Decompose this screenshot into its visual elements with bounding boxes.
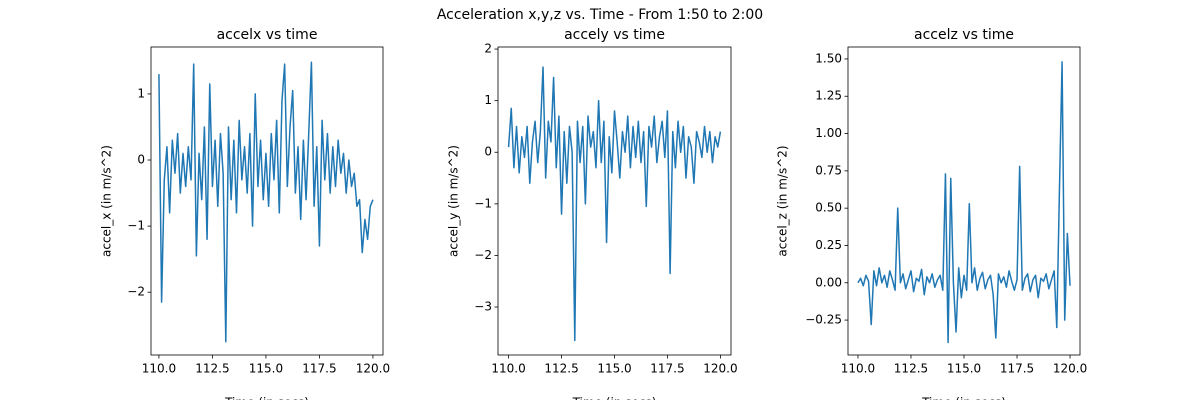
- x-tick-label: 110.0: [142, 362, 176, 376]
- data-line: [158, 61, 374, 343]
- y-tick-label: −1: [474, 196, 492, 210]
- x-tick-label: 110.0: [491, 362, 525, 376]
- axes-title: accelx vs time: [217, 27, 318, 43]
- x-tick-label: 112.5: [544, 362, 578, 376]
- y-tick-label: 0: [137, 153, 145, 167]
- axes-title: accelz vs time: [914, 27, 1014, 43]
- y-axis-label: accel_y (in m/s^2): [447, 145, 461, 257]
- x-tick-label: 120.0: [1053, 362, 1087, 376]
- y-tick-label: 0: [484, 145, 492, 159]
- x-tick-label: 120.0: [703, 362, 737, 376]
- x-axis-label: Time (in secs): [224, 396, 309, 400]
- figure-title: Acceleration x,y,z vs. Time - From 1:50 …: [437, 7, 763, 23]
- y-axis-label: accel_x (in m/s^2): [100, 145, 114, 257]
- x-tick-label: 120.0: [356, 362, 390, 376]
- y-tick-label: 1: [484, 93, 492, 107]
- y-tick-label: 0.25: [815, 238, 842, 252]
- x-tick-label: 115.0: [947, 362, 981, 376]
- y-tick-label: 0.00: [815, 275, 842, 289]
- y-tick-label: 0.75: [815, 163, 842, 177]
- x-tick-label: 115.0: [597, 362, 631, 376]
- x-tick-label: 110.0: [841, 362, 875, 376]
- y-tick-label: −2: [474, 248, 492, 262]
- data-line: [857, 61, 1071, 344]
- y-tick-label: 1: [137, 86, 145, 100]
- y-tick-label: 2: [484, 42, 492, 56]
- y-axis-label: accel_z (in m/s^2): [776, 145, 790, 256]
- x-tick-label: 117.5: [650, 362, 684, 376]
- x-tick-label: 115.0: [249, 362, 283, 376]
- x-tick-label: 117.5: [1000, 362, 1034, 376]
- data-line: [507, 66, 722, 342]
- axes-frame: [150, 46, 384, 356]
- x-axis-label: Time (in secs): [921, 396, 1006, 400]
- y-tick-label: 1.25: [815, 89, 842, 103]
- x-tick-label: 112.5: [894, 362, 928, 376]
- y-tick-label: 0.50: [815, 201, 842, 215]
- y-tick-label: −0.25: [805, 313, 842, 327]
- x-tick-label: 112.5: [195, 362, 229, 376]
- x-tick-label: 117.5: [302, 362, 336, 376]
- y-tick-label: 1.00: [815, 126, 842, 140]
- axes-title: accely vs time: [564, 27, 665, 43]
- y-tick-label: −1: [127, 219, 145, 233]
- y-tick-label: −3: [474, 300, 492, 314]
- x-axis-label: Time (in secs): [572, 396, 657, 400]
- y-tick-label: 1.50: [815, 51, 842, 65]
- y-tick-label: −2: [127, 285, 145, 299]
